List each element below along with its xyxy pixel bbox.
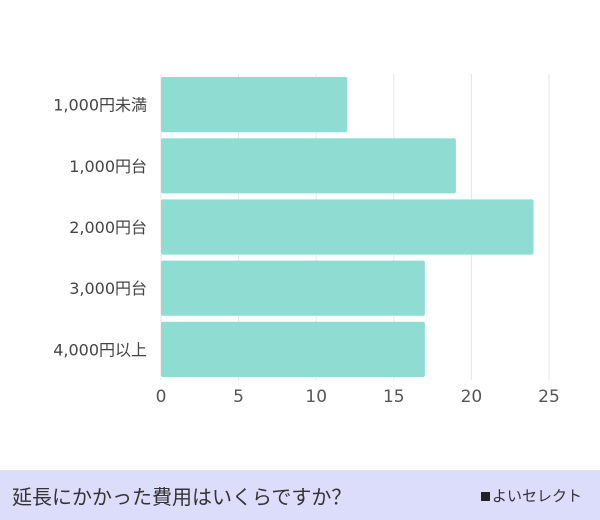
category-label: 2,000円台	[69, 218, 147, 237]
bar-1	[161, 77, 348, 133]
bar-2	[161, 138, 456, 194]
bar-4	[161, 260, 425, 316]
category-label: 1,000円未満	[53, 96, 147, 115]
footer-bar: 延長にかかった費用はいくらですか？ よいセレクト	[0, 470, 600, 520]
bar-5	[161, 321, 425, 377]
brand-name: よいセレクト	[491, 487, 582, 505]
category-label: 1,000円台	[69, 157, 147, 176]
x-tick-label: 5	[233, 387, 244, 407]
bar-chart: 1,000円未満 1,000円台 2,000円台 3,000円台 4,000円以上 0 5…	[53, 74, 560, 407]
x-tick-label: 0	[156, 387, 167, 407]
x-tick-label: 20	[461, 387, 483, 407]
question-title: 延長にかかった費用はいくらですか？	[12, 485, 352, 509]
x-axis-ticks: 0 5 10 15 20 25	[156, 387, 560, 407]
y-axis-labels: 1,000円未満 1,000円台 2,000円台 3,000円台 4,000円以上	[53, 96, 147, 360]
brand-logo: よいセレクト	[480, 485, 582, 506]
lock-icon	[480, 492, 490, 501]
category-label: 4,000円以上	[53, 340, 147, 359]
bar-3	[161, 199, 534, 255]
x-tick-label: 10	[305, 387, 327, 407]
x-tick-label: 25	[538, 387, 560, 407]
chart-bars	[161, 77, 534, 377]
category-label: 3,000円台	[69, 279, 147, 298]
x-tick-label: 15	[383, 387, 405, 407]
